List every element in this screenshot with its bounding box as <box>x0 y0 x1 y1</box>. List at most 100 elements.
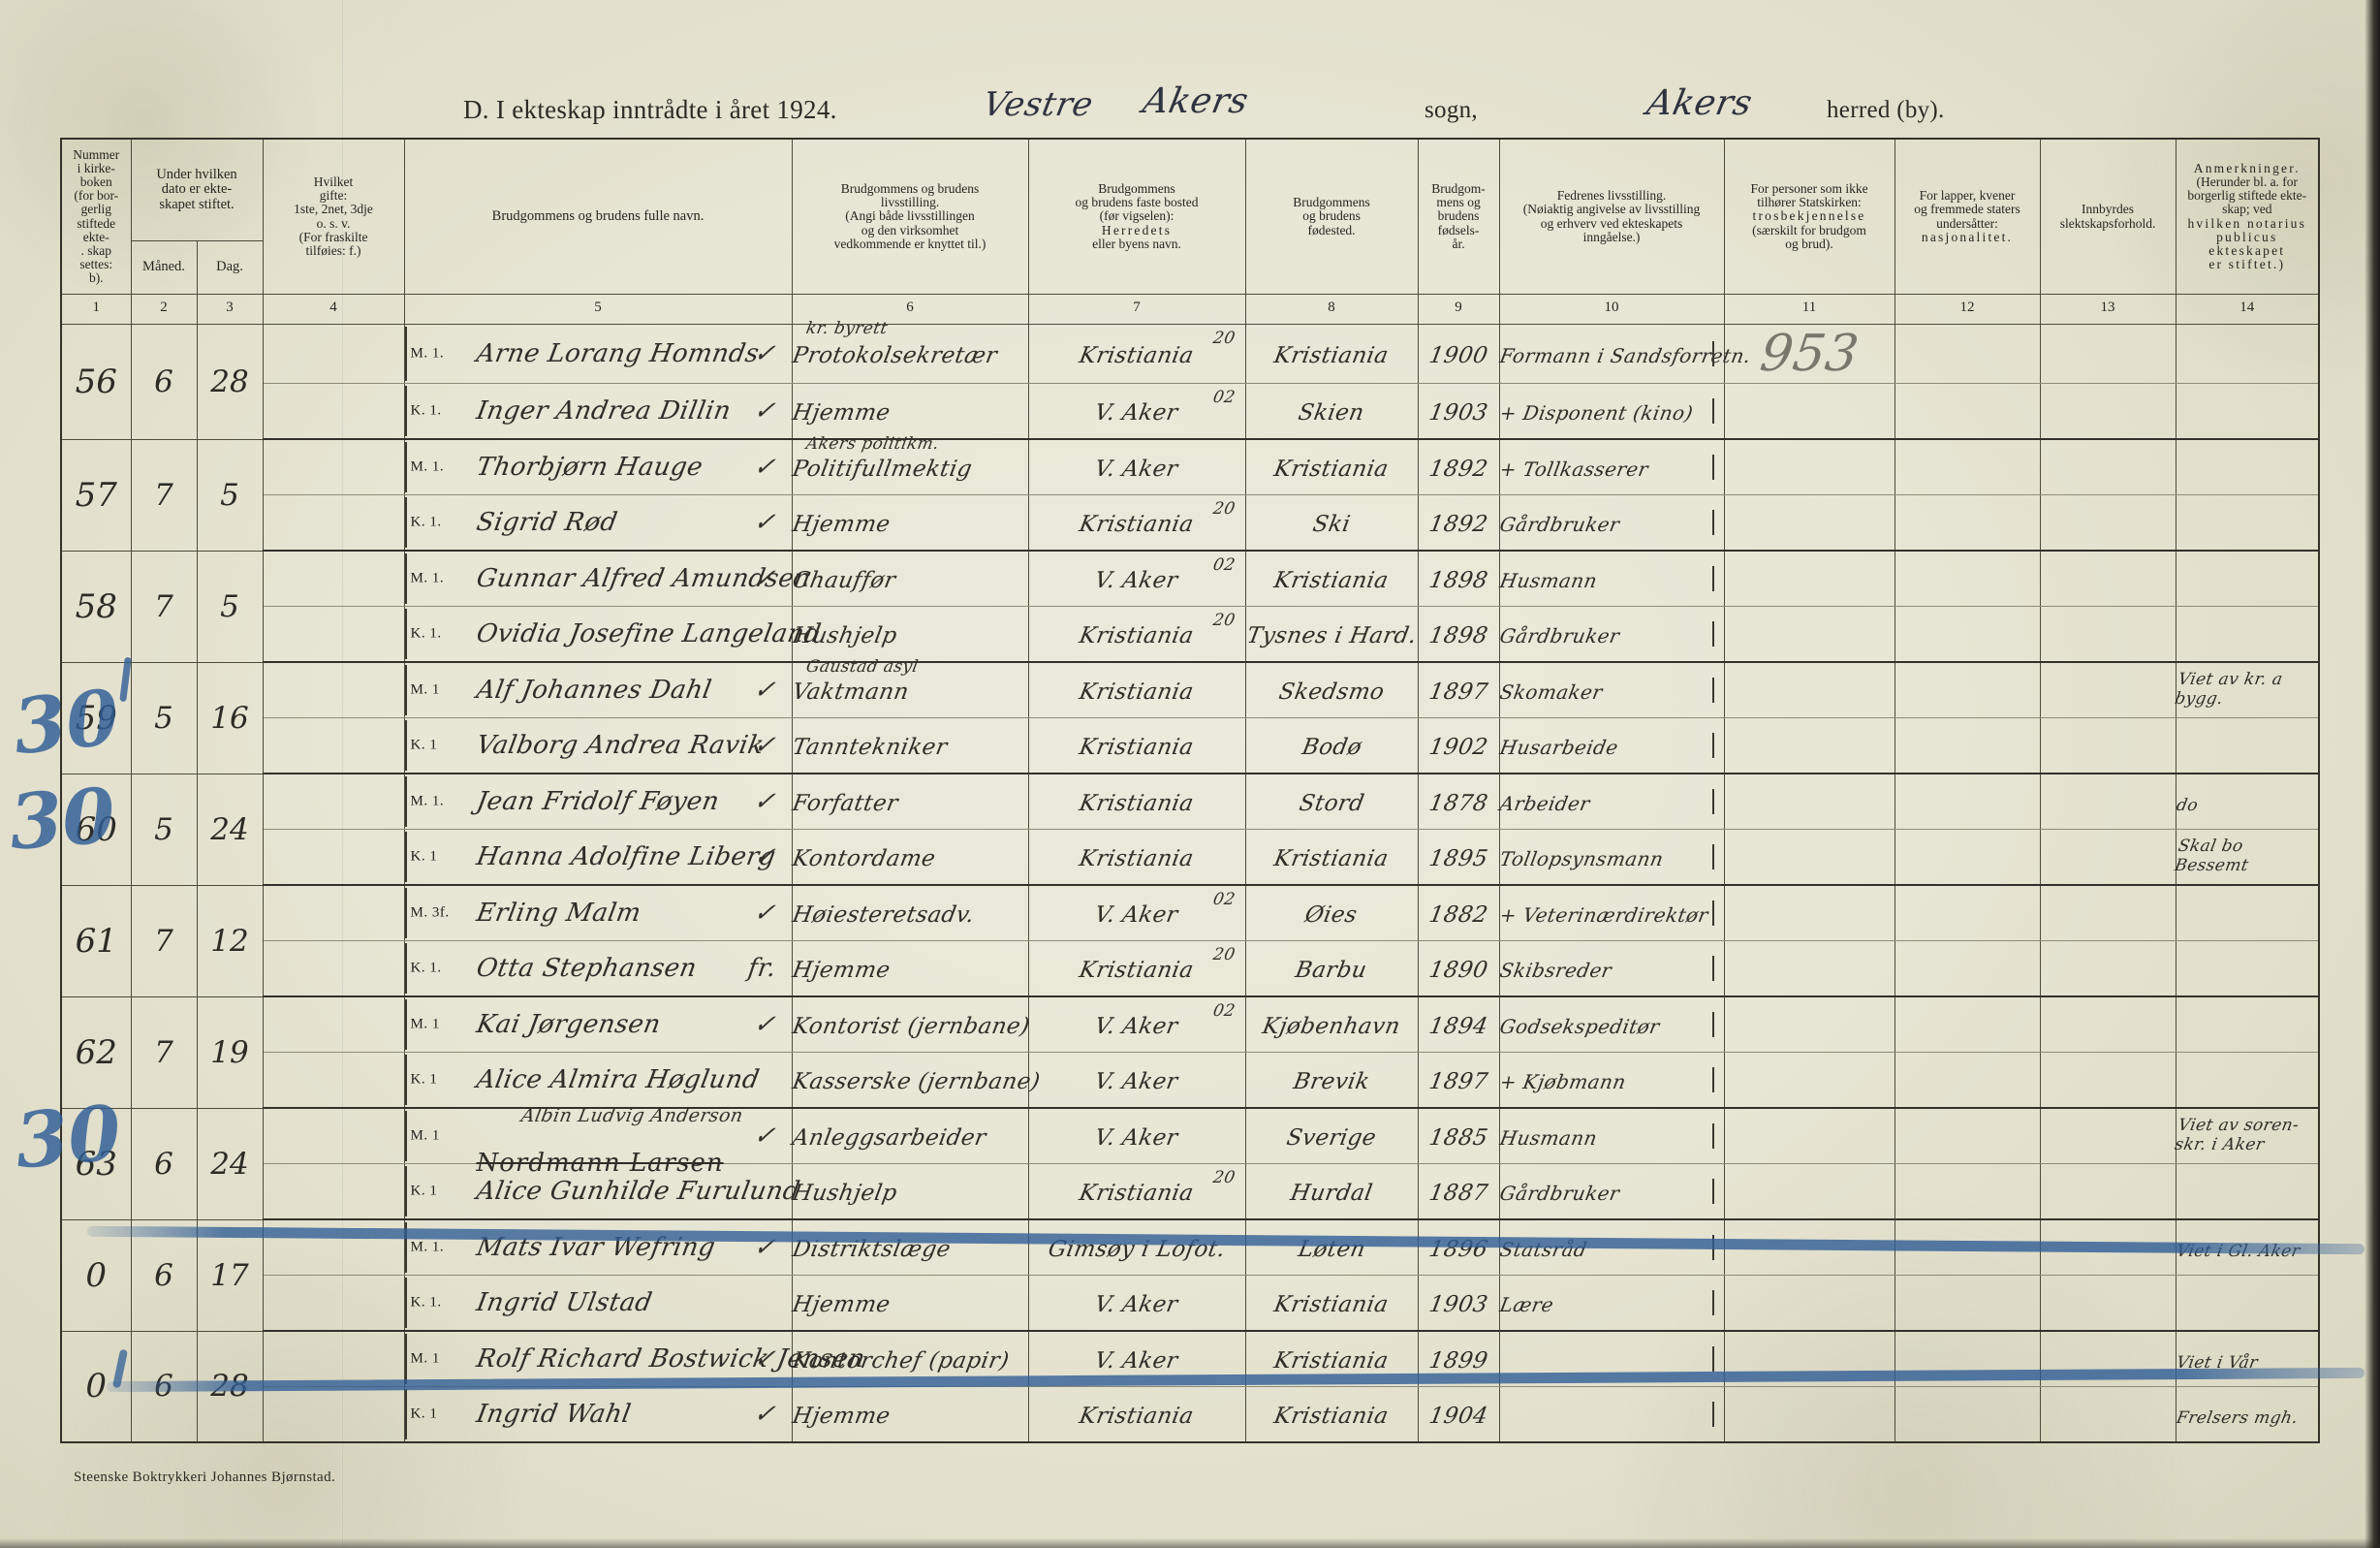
colnum-4: 4 <box>262 294 405 325</box>
livsstilling-cell: Hjemme <box>790 1275 1029 1332</box>
verification-tick: ✓ <box>752 1010 778 1039</box>
entry-month: 7 <box>130 550 198 663</box>
anmerkning-cell <box>2175 438 2320 495</box>
person-marker: K. 1 <box>410 1071 438 1088</box>
fodselsar-cell: 1892 <box>1417 438 1500 495</box>
slektskap-cell <box>2039 494 2176 552</box>
bosted-cell: Kristiania 20 <box>1027 940 1246 997</box>
fars-livsstilling-cell: + Kjøbmann <box>1497 1052 1725 1109</box>
nasjonalitet-cell <box>1894 1163 2041 1220</box>
trosbekjennelse-cell <box>1723 661 1895 718</box>
slektskap-cell <box>2039 324 2176 384</box>
fars-livsstilling-cell <box>1498 1330 1725 1387</box>
fars-livsstilling-cell: Husmann <box>1497 550 1725 607</box>
fodested-cell: Skien <box>1244 383 1419 440</box>
gifte-number <box>262 1107 405 1164</box>
fodselsar-cell: 1900 <box>1417 324 1500 384</box>
name-cell: K. 1 Valborg Andrea Ravik ✓ <box>403 717 793 774</box>
column-number-row: 1 2 3 4 5 6 7 8 9 10 11 12 13 14 <box>60 294 2320 325</box>
anmerkning-cell <box>2175 324 2320 384</box>
col-header-5: Brudgommens og brudens fulle navn. <box>403 138 793 295</box>
fodested-cell: Kristiania <box>1244 438 1419 495</box>
gifte-number <box>262 995 405 1053</box>
nasjonalitet-cell <box>1894 1275 2041 1332</box>
trosbekjennelse-cell <box>1723 1163 1895 1220</box>
person-marker: K. 1 <box>410 848 438 865</box>
livsstilling-cell: Kontorchef (papir) <box>790 1330 1029 1387</box>
person-name: Thorbjørn Hauge <box>473 453 705 482</box>
name-cell: M. 3f. Erling Malm ✓ <box>403 884 793 941</box>
nasjonalitet-cell <box>1894 438 2041 495</box>
bosted-cell: Kristiania <box>1027 661 1246 718</box>
col-header-6: Brudgommens og brudens livsstilling. (An… <box>791 138 1029 295</box>
bosted-cell: Kristiania <box>1027 773 1246 830</box>
colnum-5: 5 <box>403 294 793 325</box>
livsstilling-cell: Høiesteretsadv. <box>790 884 1029 941</box>
fodselsar-cell: 1897 <box>1417 661 1500 718</box>
table-header: Nummer i kirke- boken (for bor- gerlig s… <box>60 138 2320 325</box>
person-marker: M. 1 <box>410 1016 440 1032</box>
nasjonalitet-cell <box>1894 324 2041 384</box>
fodested-cell: Skedsmo <box>1244 661 1419 718</box>
entry-month: 7 <box>130 884 198 997</box>
person-marker: M. 1 <box>410 681 440 698</box>
slektskap-cell <box>2039 1107 2176 1164</box>
verification-tick: ✓ <box>752 1344 778 1374</box>
anmerkning-cell <box>2175 1275 2320 1332</box>
bosted-cell: Kristiania 20 <box>1027 606 1246 663</box>
trosbekjennelse-cell <box>1723 550 1895 607</box>
colnum-3: 3 <box>196 294 264 325</box>
verification-tick: ✓ <box>752 1400 778 1429</box>
fars-livsstilling-cell: Lære <box>1497 1275 1725 1332</box>
person-marker: K. 1. <box>410 514 442 530</box>
livsstilling-cell: Tanntekniker <box>790 717 1029 774</box>
gifte-number <box>262 773 405 830</box>
gifte-number <box>262 1275 405 1332</box>
anmerkning-cell: Viet av soren- skr. i Aker <box>2173 1107 2320 1164</box>
person-marker: M. 1. <box>410 570 445 586</box>
bosted-cell: Kristiania 20 <box>1027 324 1246 384</box>
col-header-10: Fedrenes livsstilling. (Nøiaktig angivel… <box>1498 138 1725 295</box>
fodselsar-cell: 1894 <box>1417 995 1500 1053</box>
livsstilling-cell: Kontordame <box>790 829 1029 886</box>
slektskap-cell <box>2039 940 2176 997</box>
person-name: Ovidia Josefine Langeland <box>473 619 824 648</box>
nasjonalitet-cell <box>1894 940 2041 997</box>
gifte-number <box>262 1163 405 1220</box>
gifte-number <box>262 884 405 941</box>
verification-tick: ✓ <box>752 564 778 593</box>
livsstilling-cell: Anleggsarbeider <box>790 1107 1029 1164</box>
person-name: Valborg Andrea Ravik <box>473 731 767 760</box>
entry-number-63: 63 <box>60 1107 132 1220</box>
livsstilling-cell: Chauffør <box>790 550 1029 607</box>
person-marker: M. 1. <box>410 458 445 475</box>
entry-number-61: 61 <box>60 884 132 997</box>
name-cell: K. 1 Hanna Adolfine Liberg ✓ <box>403 829 793 886</box>
anmerkning-cell <box>2175 995 2320 1053</box>
fars-livsstilling-cell: + Disponent (kino) <box>1497 383 1725 440</box>
fars-livsstilling-cell: Tollopsynsmann <box>1497 829 1725 886</box>
anmerkning-cell: Viet av kr. a bygg. <box>2173 661 2320 718</box>
gifte-number <box>262 829 405 886</box>
gifte-number <box>262 940 405 997</box>
person-marker: K. 1 <box>410 1183 438 1199</box>
slektskap-cell <box>2039 1163 2176 1220</box>
entry-day: 28 <box>196 324 264 440</box>
trosbekjennelse-cell <box>1723 717 1895 774</box>
nasjonalitet-cell <box>1894 550 2041 607</box>
table-row: K. 1. Inger Andrea Dillin ✓ Hjemme V. Aker 02… <box>61 383 2320 440</box>
entry-number-0: 0 <box>60 1218 132 1332</box>
bosted-cell: V. Aker <box>1027 1052 1246 1109</box>
table-row: 0 6 17 M. 1. Mats Ivar Wefring ✓ Distriktslæge… <box>60 1218 2320 1332</box>
name-cell: K. 1 Ingrid Wahl ✓ <box>403 1386 793 1443</box>
fars-livsstilling-cell: Skibsreder <box>1497 940 1725 997</box>
person-name: Mats Ivar Wefring <box>473 1233 718 1262</box>
entry-day: 19 <box>196 995 264 1109</box>
herred-name: Akers <box>1644 83 1756 123</box>
trosbekjennelse-cell <box>1723 1386 1895 1443</box>
fodested-cell: Sverige <box>1244 1107 1419 1164</box>
fodested-cell: Stord <box>1244 773 1419 830</box>
bosted-cell: V. Aker 02 <box>1027 995 1246 1053</box>
livsstilling-cell: Hjemme <box>790 494 1029 552</box>
